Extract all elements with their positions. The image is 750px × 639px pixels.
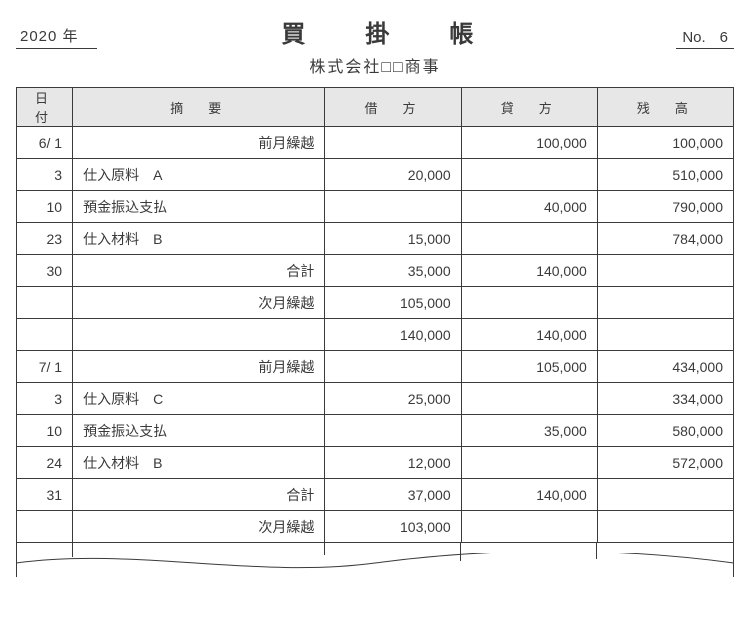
cell-date: 30 [17, 255, 73, 287]
ledger-table: 日 付 摘 要 借 方 貸 方 残 高 6/ 1前月繰越100,000100,0… [16, 87, 734, 543]
cell-debit: 103,000 [325, 511, 461, 543]
cell-debit: 15,000 [325, 223, 461, 255]
table-row: 140,000140,000 [17, 319, 734, 351]
cell-date [17, 287, 73, 319]
cell-desc: 仕入材料 B [73, 223, 325, 255]
cell-desc: 預金振込支払 [73, 415, 325, 447]
cell-date: 7/ 1 [17, 351, 73, 383]
cell-balance [597, 287, 733, 319]
cell-debit [325, 351, 461, 383]
col-balance: 残 高 [597, 88, 733, 127]
cell-desc: 仕入原料 C [73, 383, 325, 415]
cell-date: 10 [17, 415, 73, 447]
title-bar: 2020 年 買 掛 帳 No. 6 [16, 14, 734, 49]
cell-debit [325, 415, 461, 447]
cell-credit [461, 383, 597, 415]
cell-balance [597, 511, 733, 543]
table-row: 30合計35,000140,000 [17, 255, 734, 287]
table-row: 3仕入原料 A20,000 510,000 [17, 159, 734, 191]
table-row: 24仕入材料 B12,000 572,000 [17, 447, 734, 479]
cell-balance: 100,000 [597, 127, 733, 159]
page-cutoff [16, 543, 734, 577]
col-credit: 貸 方 [461, 88, 597, 127]
page-number-value: 6 [720, 29, 728, 46]
cell-balance: 510,000 [597, 159, 733, 191]
ledger-page: 2020 年 買 掛 帳 No. 6 株式会社□□商事 日 付 摘 要 借 方 貸… [16, 14, 734, 577]
cell-debit: 20,000 [325, 159, 461, 191]
cell-date: 3 [17, 383, 73, 415]
cell-date: 3 [17, 159, 73, 191]
cell-date [17, 319, 73, 351]
cell-credit: 140,000 [461, 255, 597, 287]
cell-credit: 35,000 [461, 415, 597, 447]
cell-credit: 100,000 [461, 127, 597, 159]
cell-credit: 140,000 [461, 319, 597, 351]
wavy-cutoff-icon [16, 553, 734, 581]
cell-debit: 35,000 [325, 255, 461, 287]
company-name: 株式会社□□商事 [16, 53, 734, 77]
cell-balance [597, 479, 733, 511]
cell-date: 23 [17, 223, 73, 255]
cell-credit [461, 511, 597, 543]
cell-balance: 334,000 [597, 383, 733, 415]
cell-debit [325, 191, 461, 223]
table-row: 31合計37,000140,000 [17, 479, 734, 511]
cell-credit [461, 159, 597, 191]
col-date: 日 付 [17, 88, 73, 127]
cell-desc: 合計 [73, 255, 325, 287]
cell-date: 10 [17, 191, 73, 223]
page-number-label: No. [682, 29, 705, 46]
cell-balance: 784,000 [597, 223, 733, 255]
table-row: 7/ 1前月繰越 105,000434,000 [17, 351, 734, 383]
cell-desc: 前月繰越 [73, 351, 325, 383]
cell-desc: 次月繰越 [73, 287, 325, 319]
cell-debit: 25,000 [325, 383, 461, 415]
cell-date: 31 [17, 479, 73, 511]
cell-balance: 580,000 [597, 415, 733, 447]
col-desc: 摘 要 [73, 88, 325, 127]
cell-balance [597, 319, 733, 351]
table-row: 次月繰越103,000 [17, 511, 734, 543]
cell-desc: 仕入原料 A [73, 159, 325, 191]
cell-balance [597, 255, 733, 287]
table-row: 23仕入材料 B15,000 784,000 [17, 223, 734, 255]
page-number: No. 6 [676, 29, 734, 49]
cell-date [17, 511, 73, 543]
cell-desc: 預金振込支払 [73, 191, 325, 223]
cell-desc: 前月繰越 [73, 127, 325, 159]
table-row: 10預金振込支払 35,000580,000 [17, 415, 734, 447]
cell-debit [325, 127, 461, 159]
table-row: 10預金振込支払 40,000790,000 [17, 191, 734, 223]
cell-balance: 790,000 [597, 191, 733, 223]
cell-credit [461, 287, 597, 319]
table-header-row: 日 付 摘 要 借 方 貸 方 残 高 [17, 88, 734, 127]
cell-date: 24 [17, 447, 73, 479]
cell-balance: 572,000 [597, 447, 733, 479]
year-label: 2020 年 [16, 25, 97, 49]
table-row: 3仕入原料 C25,000 334,000 [17, 383, 734, 415]
cell-desc: 仕入材料 B [73, 447, 325, 479]
cell-desc: 合計 [73, 479, 325, 511]
cell-credit [461, 223, 597, 255]
cell-debit: 12,000 [325, 447, 461, 479]
cell-credit: 40,000 [461, 191, 597, 223]
cell-balance: 434,000 [597, 351, 733, 383]
cell-credit: 105,000 [461, 351, 597, 383]
page-title: 買 掛 帳 [97, 14, 677, 49]
cell-desc [73, 319, 325, 351]
cell-credit: 140,000 [461, 479, 597, 511]
cell-desc: 次月繰越 [73, 511, 325, 543]
cell-debit: 140,000 [325, 319, 461, 351]
table-row: 次月繰越105,000 [17, 287, 734, 319]
cell-credit [461, 447, 597, 479]
cell-date: 6/ 1 [17, 127, 73, 159]
table-row: 6/ 1前月繰越 100,000100,000 [17, 127, 734, 159]
col-debit: 借 方 [325, 88, 461, 127]
cell-debit: 105,000 [325, 287, 461, 319]
cell-debit: 37,000 [325, 479, 461, 511]
